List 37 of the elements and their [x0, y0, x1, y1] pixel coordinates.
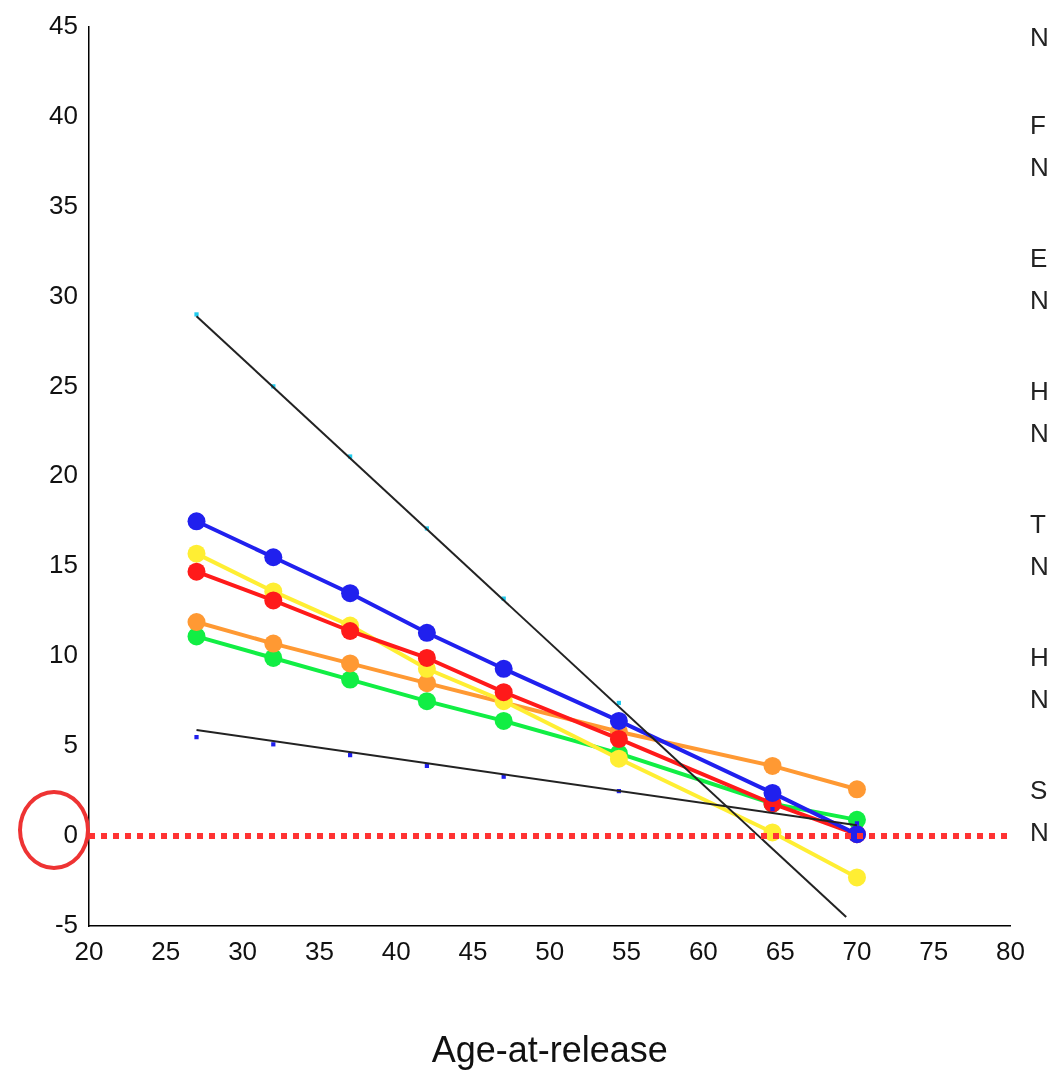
text: N: [1030, 22, 1049, 53]
text: N: [1030, 684, 1049, 715]
text: N: [1030, 418, 1049, 449]
x-tick-label: 55: [612, 935, 642, 966]
text: S: [1030, 775, 1048, 806]
y-tick-label: 20: [49, 459, 78, 490]
text: N: [1030, 152, 1049, 183]
y-tick-label: 15: [49, 549, 78, 580]
text: E: [1030, 243, 1048, 274]
y-tick-label: -5: [54, 909, 78, 940]
y-tick-label: 45: [49, 9, 78, 40]
x-tick-label: 40: [381, 935, 411, 966]
x-tick-label: 80: [996, 935, 1025, 966]
x-tick-label: 25: [151, 935, 181, 966]
text: N: [1030, 551, 1049, 582]
text: N: [1030, 817, 1049, 848]
x-tick-label: 60: [688, 935, 718, 966]
x-tick-label: 35: [304, 935, 334, 966]
text: H: [1030, 376, 1049, 407]
x-tick-label: 30: [228, 935, 258, 966]
x-tick-label: 45: [458, 935, 488, 966]
x-tick-label: 75: [919, 935, 949, 966]
y-tick-label: 40: [49, 99, 78, 130]
y-tick-label: 5: [63, 729, 78, 760]
x-tick-label: 70: [842, 935, 872, 966]
y-tick-label: 25: [49, 369, 78, 400]
y-tick-label: 10: [49, 639, 78, 670]
y-tick-label: 35: [49, 189, 78, 220]
x-axis-title: Age-at-release: [431, 1029, 668, 1071]
x-tick-label: 65: [765, 935, 795, 966]
text: F: [1030, 110, 1046, 141]
text: T: [1030, 509, 1046, 540]
y-tick-label: 0: [63, 819, 78, 850]
y-tick-label: 30: [49, 279, 78, 310]
text: H: [1030, 642, 1049, 673]
text: N: [1030, 285, 1049, 316]
x-tick-label: 50: [535, 935, 565, 966]
